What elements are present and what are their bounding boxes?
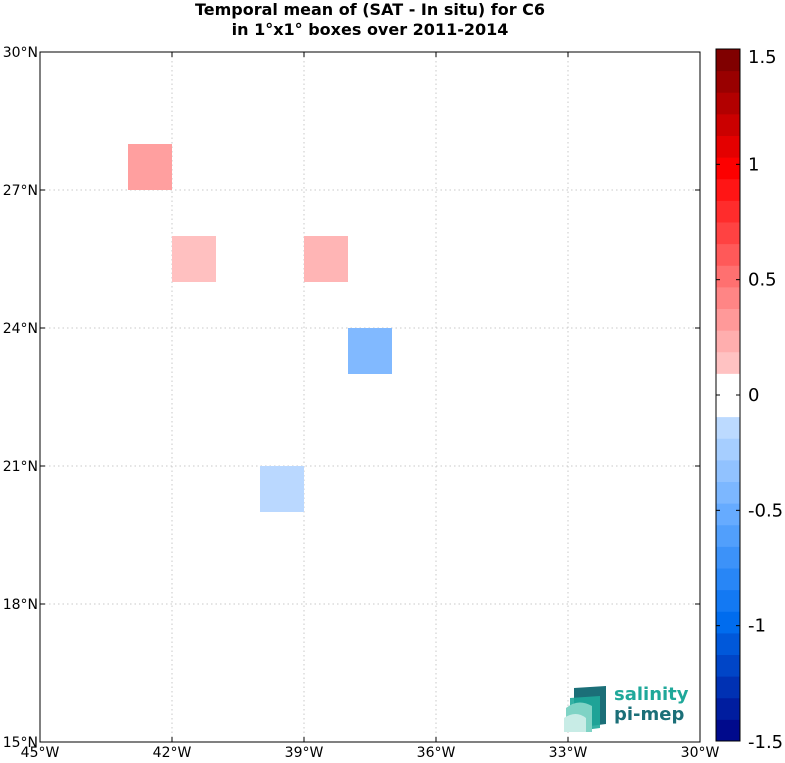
colorbar-level xyxy=(716,546,740,569)
logo-text-salinity: salinity xyxy=(614,684,689,705)
colorbar-level xyxy=(716,308,740,331)
plot-area: 45°W 42°W 39°W 36°W 33°W 30°W 15°N 18°N 21°N 24°N… xyxy=(3,45,720,761)
colorbar-level xyxy=(716,676,740,699)
wave-logo-icon xyxy=(564,686,606,732)
colorbar: 1.5 1 0.5 0 -0.5 -1 -1.5 xyxy=(715,47,783,753)
colorbar-level xyxy=(716,135,740,158)
colorbar-tick-label: -1 xyxy=(748,616,766,637)
colorbar-level xyxy=(716,373,740,396)
colorbar-tick-label: 1 xyxy=(748,154,759,175)
colorbar-tick-label: -1.5 xyxy=(748,732,783,753)
y-tick-label: 24°N xyxy=(3,321,38,337)
map-title: Temporal mean of (SAT - In situ) for C6 … xyxy=(40,0,700,40)
colorbar-tick-label: 0 xyxy=(748,385,759,406)
colorbar-level xyxy=(716,200,740,223)
x-tick-label: 42°W xyxy=(153,745,192,761)
data-cell xyxy=(348,328,392,374)
y-tick-label: 21°N xyxy=(3,459,38,475)
colorbar-level xyxy=(716,157,740,180)
colorbar-level xyxy=(716,438,740,461)
colorbar-level xyxy=(716,416,740,439)
x-tick-label: 30°W xyxy=(681,745,720,761)
x-tick-label: 39°W xyxy=(285,745,324,761)
title-line-1: Temporal mean of (SAT - In situ) for C6 xyxy=(194,0,546,19)
colorbar-level xyxy=(716,330,740,353)
colorbar-tick-label: -0.5 xyxy=(748,500,783,521)
y-tick-label: 15°N xyxy=(3,735,38,751)
colorbar-level xyxy=(716,632,740,655)
x-tick-label: 36°W xyxy=(417,745,456,761)
colorbar-level xyxy=(716,113,740,136)
logo-text-pi-mep: pi-mep xyxy=(614,704,685,725)
colorbar-level xyxy=(716,286,740,309)
colorbar-level xyxy=(716,351,740,374)
data-cell xyxy=(128,144,172,190)
colorbar-level xyxy=(716,611,740,634)
data-cell xyxy=(172,236,216,282)
colorbar-level xyxy=(716,481,740,504)
colorbar-level xyxy=(716,243,740,266)
y-tick-label: 30°N xyxy=(3,45,38,61)
colorbar-level xyxy=(716,524,740,547)
title-line-2: in 1°x1° boxes over 2011-2014 xyxy=(231,20,509,39)
data-cell xyxy=(260,466,304,512)
colorbar-level xyxy=(716,697,740,720)
colorbar-level xyxy=(716,654,740,677)
colorbar-tick-label: 0.5 xyxy=(748,270,777,291)
y-tick-label: 27°N xyxy=(3,183,38,199)
colorbar-level xyxy=(716,49,740,72)
colorbar-level xyxy=(716,719,740,742)
salinity-pi-mep-logo: salinity pi-mep xyxy=(562,684,702,734)
colorbar-level xyxy=(716,222,740,245)
y-tick-label: 18°N xyxy=(3,597,38,613)
colorbar-level xyxy=(716,503,740,526)
colorbar-level xyxy=(716,70,740,93)
colorbar-level xyxy=(716,395,740,418)
colorbar-level xyxy=(716,589,740,612)
data-cell xyxy=(304,236,348,282)
x-tick-label: 33°W xyxy=(549,745,588,761)
colorbar-level xyxy=(716,265,740,288)
colorbar-level xyxy=(716,459,740,482)
colorbar-level xyxy=(716,92,740,115)
colorbar-level xyxy=(716,568,740,591)
colorbar-tick-label: 1.5 xyxy=(748,47,777,68)
plot-frame xyxy=(39,51,701,743)
x-tick-label: 45°W xyxy=(21,745,60,761)
colorbar-level xyxy=(716,178,740,201)
